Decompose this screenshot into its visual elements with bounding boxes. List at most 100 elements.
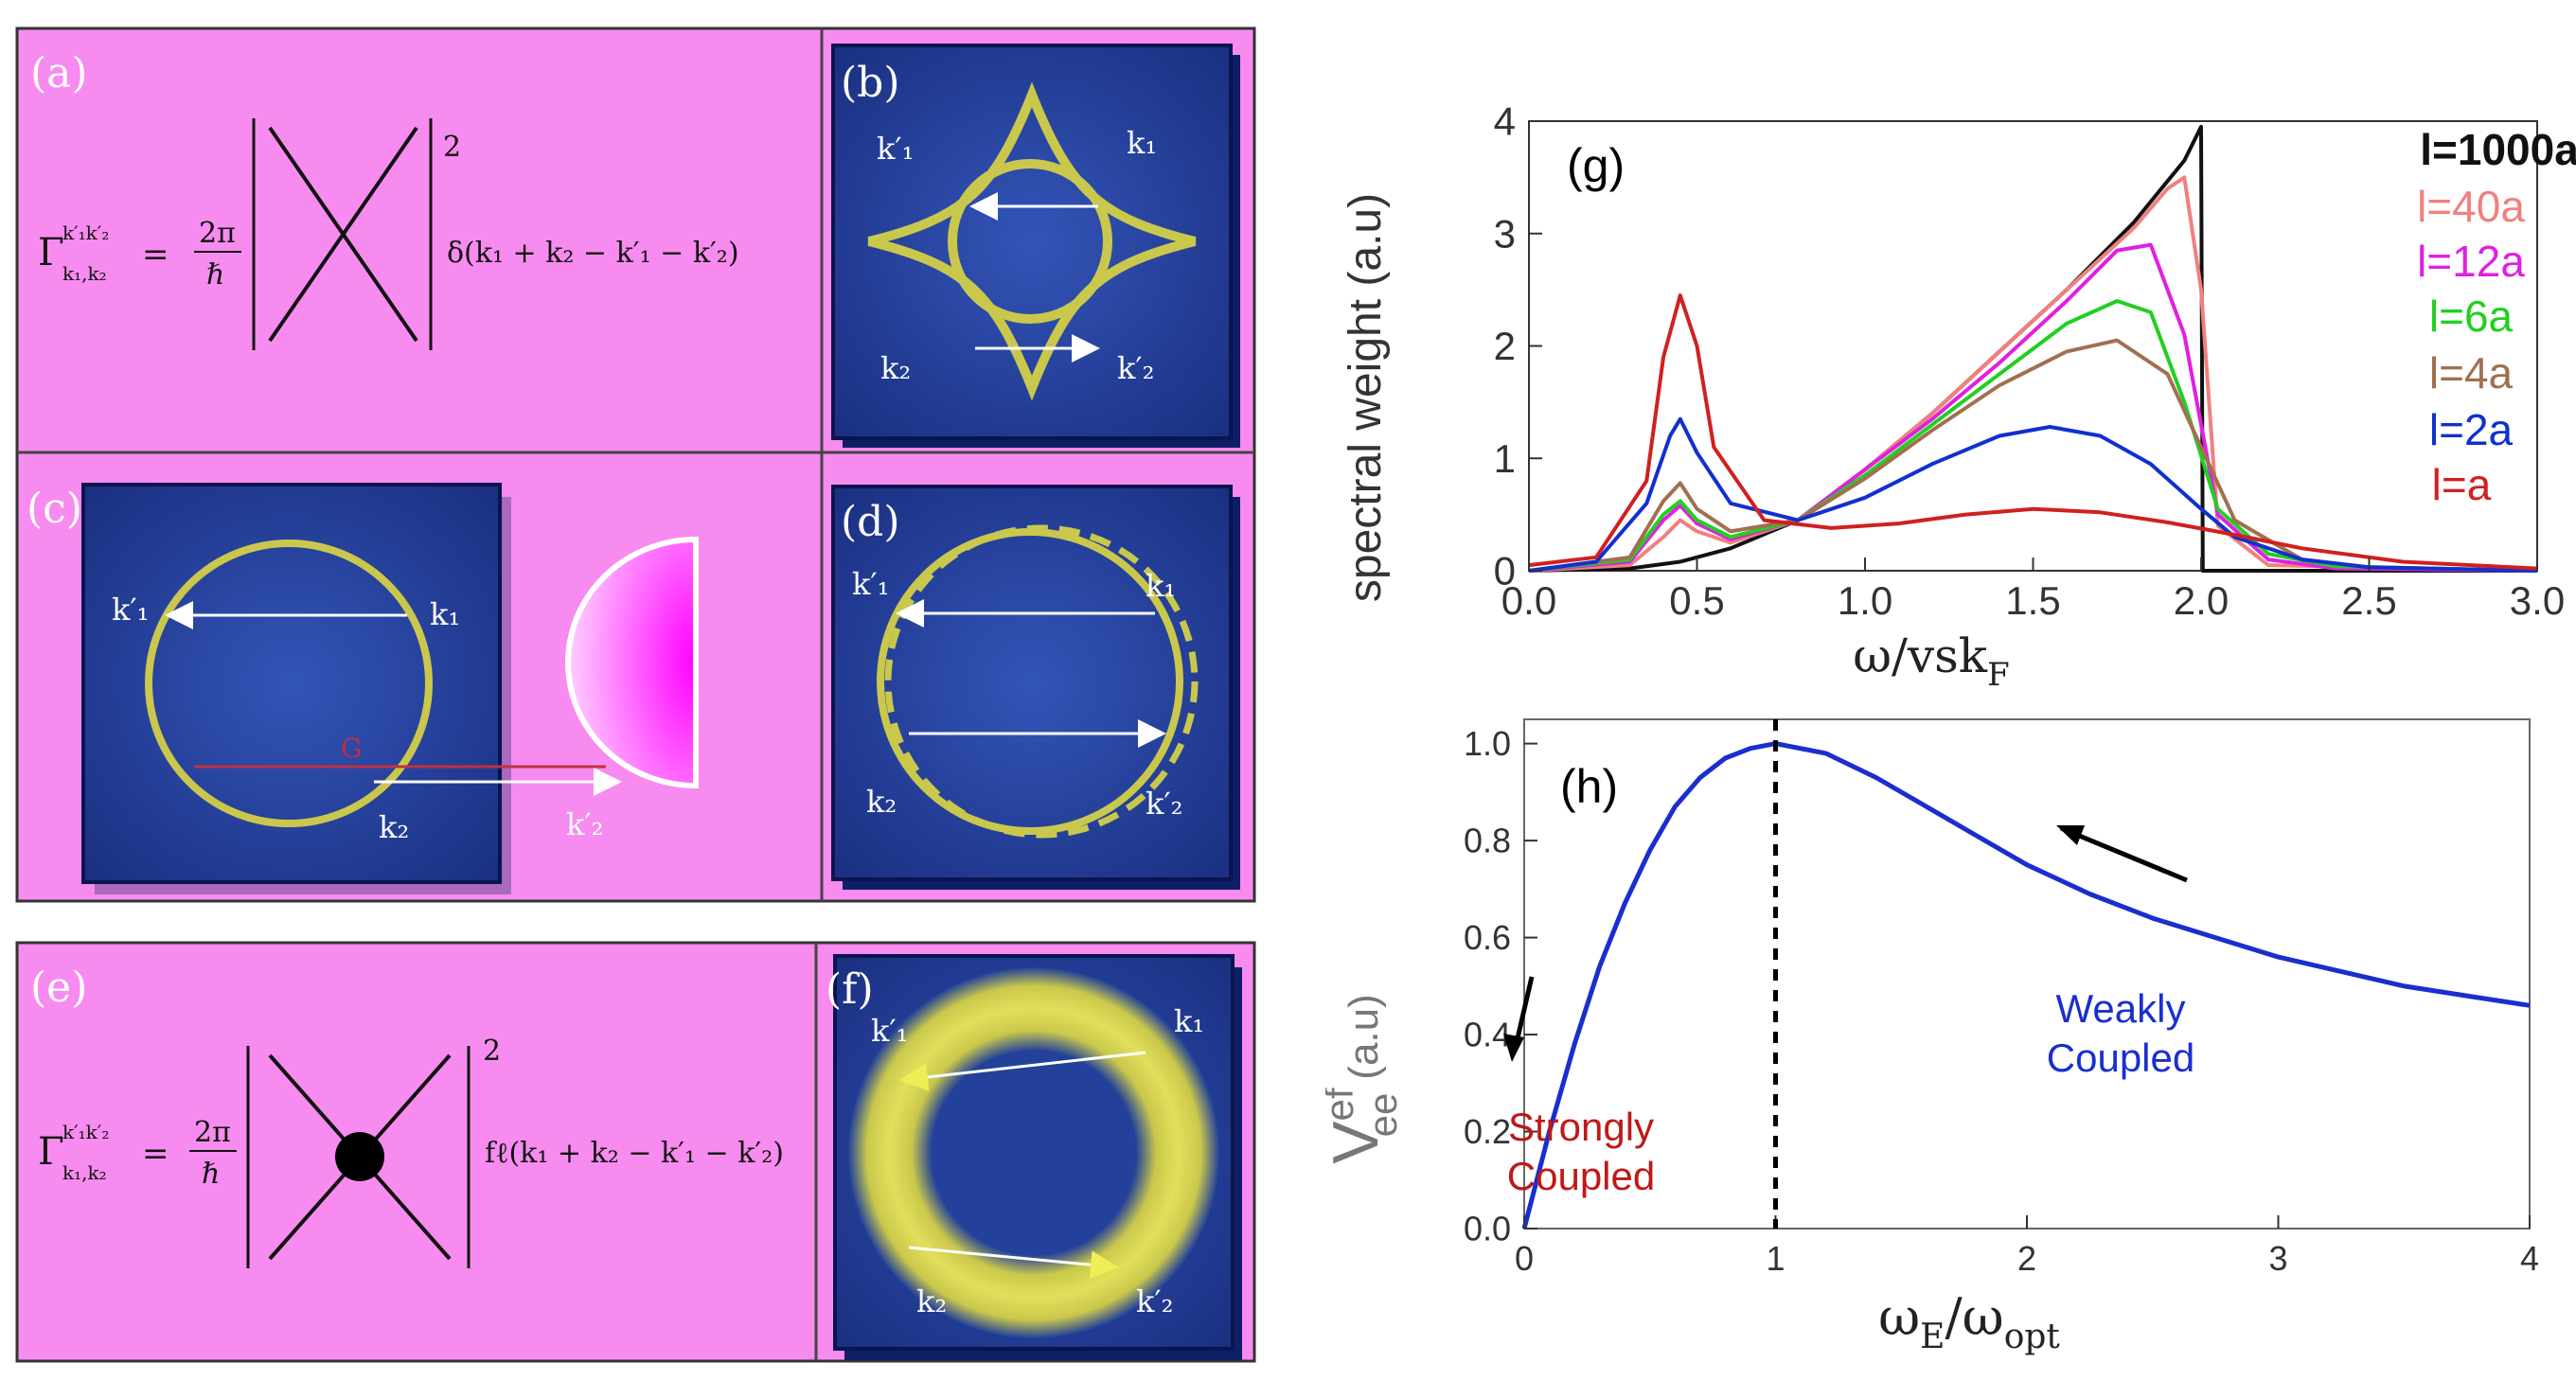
x-tick-label: 4 <box>2520 1239 2539 1278</box>
fermi-surface-circle <box>877 528 1183 835</box>
chart-h-ylabel: Vefee(a.u) <box>1325 994 1405 1164</box>
svg-text:=: = <box>142 1135 169 1173</box>
legend-entry-4: l=4a <box>2429 348 2514 398</box>
legend-entry-6: l=a <box>2432 460 2492 509</box>
panel-b-box <box>831 44 1233 440</box>
svg-text:2π: 2π <box>194 1116 231 1149</box>
x-tick-label: 0.0 <box>1501 578 1556 623</box>
svg-text:ℏ: ℏ <box>206 258 224 292</box>
svg-text:k₁,k₂: k₁,k₂ <box>62 1161 107 1184</box>
panel-a-label: (a) <box>30 49 88 97</box>
svg-text:=: = <box>142 236 169 274</box>
svg-text:k′₁: k′₁ <box>852 566 889 602</box>
x-tick-label: 2 <box>2017 1239 2036 1278</box>
svg-text:G: G <box>341 733 362 764</box>
svg-text:fℓ(k₁ + k₂ − k′₁ − k′₂): fℓ(k₁ + k₂ − k′₁ − k′₂) <box>485 1137 784 1170</box>
svg-text:ℏ: ℏ <box>202 1158 220 1191</box>
y-tick-label: 2 <box>1494 324 1516 368</box>
x-tick-label: 1.0 <box>1838 578 1892 623</box>
series-line-1 <box>1528 175 2538 573</box>
chart-h-frame <box>1523 718 2531 1230</box>
diagram-panels: (a) Γ k′₁k′₂ k₁,k₂ = 2π ℏ 2 δ(k₁ + k₂ − … <box>15 27 1256 1363</box>
legend-entry-2: l=12a <box>2417 237 2525 286</box>
y-tick-label: 0 <box>1494 549 1516 593</box>
x-tick-label: 2.0 <box>2174 578 2229 623</box>
charts-area: 0.0 0.5 1.0 1.5 2.0 2.5 3.0 0 1 2 3 4 (g) l=1000a l=… <box>1325 99 2576 1356</box>
panel-d-box <box>831 485 1233 881</box>
arrow-weak <box>2060 825 2188 883</box>
legend-entry-3: l=6a <box>2429 292 2514 341</box>
svg-text:Γ: Γ <box>38 1130 64 1174</box>
vertex-line <box>268 126 418 343</box>
panel-e-label: (e) <box>30 964 87 1012</box>
legend-entry-5: l=2a <box>2429 405 2514 454</box>
y-tick-label: 0.8 <box>1464 822 1511 860</box>
umklapp-half-disc <box>565 536 699 789</box>
strongly-coupled-label: Strongly Coupled <box>1507 1105 1655 1198</box>
series-line-2 <box>1528 242 2538 573</box>
weakly-coupled-label: Weakly Coupled <box>2047 986 2194 1080</box>
svg-text:k′₂: k′₂ <box>1117 350 1154 386</box>
panel-f-label: (f) <box>826 965 874 1014</box>
svg-text:k₁: k₁ <box>1127 125 1157 161</box>
chart-g-label: (g) <box>1567 139 1625 192</box>
y-tick-label: 0.0 <box>1464 1210 1511 1248</box>
panel-a-equation: Γ k′₁k′₂ k₁,k₂ = 2π ℏ 2 δ(k₁ + k₂ − k′₁ … <box>38 118 739 350</box>
svg-text:k′₂: k′₂ <box>1146 786 1182 822</box>
chart-h-xlabel: ωE/ωopt <box>1878 1287 2060 1356</box>
panel-b-label: (b) <box>841 59 900 107</box>
panel-d-label: (d) <box>841 498 900 546</box>
series-line-5 <box>1528 416 2538 573</box>
series-line-6 <box>1528 293 2538 571</box>
y-tick-label: 3 <box>1494 211 1516 256</box>
fermi-surface-circle <box>145 540 433 827</box>
chart-g-xlabel: ω/vskF <box>1853 628 2009 694</box>
interaction-vertex <box>335 1132 384 1181</box>
y-tick-label: 0.4 <box>1464 1016 1511 1054</box>
svg-text:k₂: k₂ <box>866 784 897 820</box>
svg-text:k₁: k₁ <box>1174 1003 1204 1039</box>
svg-text:k′₁: k′₁ <box>877 131 914 167</box>
x-tick-label: 3.0 <box>2510 578 2565 623</box>
svg-text:k₂: k₂ <box>880 350 911 386</box>
y-tick-label: 1 <box>1494 436 1516 481</box>
chart-h-label: (h) <box>1560 760 1618 813</box>
displaced-fermi-surface <box>884 524 1199 839</box>
x-tick-label: 3 <box>2268 1239 2287 1278</box>
x-tick-label: 1 <box>1766 1239 1785 1278</box>
legend-entry-1: l=40a <box>2417 182 2525 231</box>
x-tick-label: 2.5 <box>2341 578 2396 623</box>
y-tick-label: 1.0 <box>1464 724 1511 763</box>
svg-text:k₁: k₁ <box>430 596 460 632</box>
svg-text:k′₁: k′₁ <box>871 1013 908 1049</box>
svg-text:2π: 2π <box>199 217 236 250</box>
series-line-4 <box>1528 338 2538 573</box>
fermi-surface-star <box>867 81 1197 401</box>
svg-text:k′₁: k′₁ <box>112 592 149 628</box>
series-line-0 <box>1521 741 2531 1230</box>
svg-text:k₂: k₂ <box>379 809 409 845</box>
y-tick-label: 4 <box>1494 99 1516 144</box>
chart-g-ylabel: spectral weight (a.u) <box>1341 193 1391 602</box>
y-tick-label: 0.6 <box>1464 918 1511 957</box>
svg-text:k₂: k₂ <box>916 1283 947 1319</box>
x-tick-label: 0 <box>1515 1239 1534 1278</box>
svg-text:δ(k₁ + k₂ − k′₁ − k′₂): δ(k₁ + k₂ − k′₁ − k′₂) <box>447 237 739 270</box>
x-tick-label: 1.5 <box>2005 578 2060 623</box>
chart-g: 0.0 0.5 1.0 1.5 2.0 2.5 3.0 0 1 2 3 4 (g) l=1000a l=… <box>1341 99 2576 694</box>
svg-text:2: 2 <box>443 131 461 164</box>
chart-h: 0 1 2 3 4 0.0 0.2 0.4 0.6 0.8 1.0 (h) Weakly Couple… <box>1325 718 2539 1356</box>
series-line-3 <box>1528 299 2538 573</box>
svg-text:k′₂: k′₂ <box>566 806 603 842</box>
svg-text:k₁: k₁ <box>1146 568 1176 604</box>
svg-text:k₁,k₂: k₁,k₂ <box>62 262 107 285</box>
panel-e-equation: Γ k′₁k′₂ k₁,k₂ = 2π ℏ 2 fℓ(k₁ + k₂ − k′₁… <box>38 1035 784 1268</box>
smeared-fermi-surface <box>848 967 1219 1338</box>
fermi-surface-circle <box>948 159 1112 324</box>
legend-entry-0: l=1000a <box>2420 125 2576 174</box>
x-tick-label: 0.5 <box>1669 578 1724 623</box>
svg-text:Γ: Γ <box>38 231 64 274</box>
svg-text:k′₁k′₂: k′₁k′₂ <box>62 221 109 244</box>
panel-c-label: (c) <box>27 485 82 533</box>
y-tick-label: 0.2 <box>1464 1112 1511 1151</box>
